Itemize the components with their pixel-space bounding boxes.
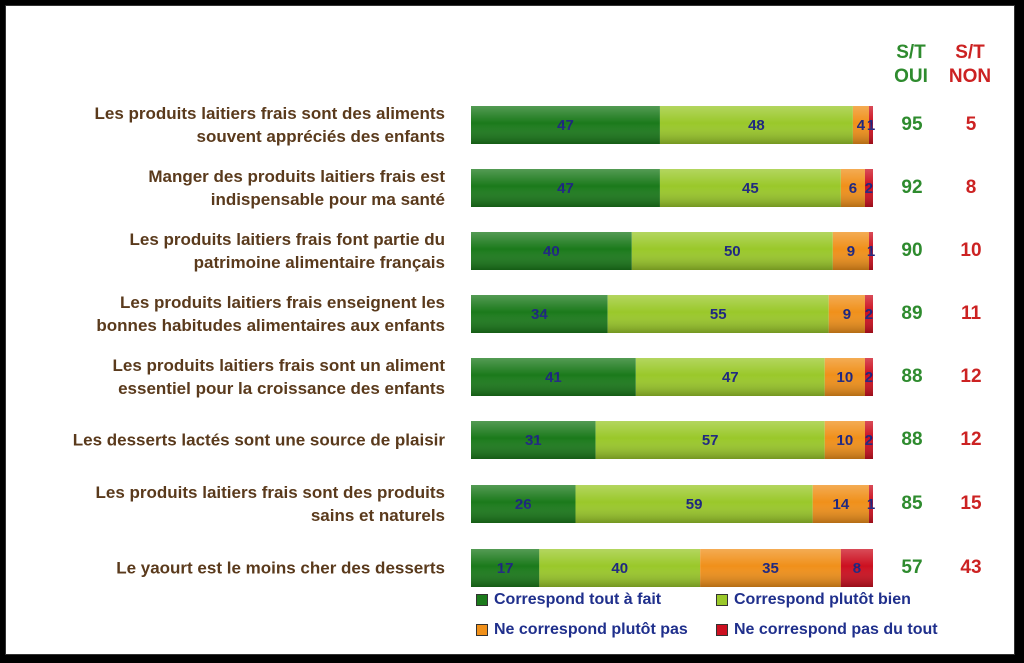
category-label-line: Les produits laitiers frais enseignent l…	[120, 293, 445, 312]
category-label: Les desserts lactés sont une source de p…	[0, 429, 445, 452]
st-oui-value: 92	[901, 177, 923, 198]
st-non-value: 12	[960, 429, 982, 450]
st-non-value: 12	[960, 366, 982, 387]
category-label: Manger des produits laitiers frais est in…	[0, 165, 445, 211]
stacked-bar-chart: 4748414745624050913455924147102315710226…	[471, 106, 875, 587]
category-label: Le yaourt est le moins cher des desserts	[0, 557, 445, 580]
st-oui-value: 95	[901, 114, 923, 135]
category-label: Les produits laitiers frais font partie …	[0, 228, 446, 274]
st-non-value: 8	[965, 177, 977, 198]
bar-shading	[471, 106, 873, 144]
category-label-line: Les desserts lactés sont une source de p…	[72, 430, 445, 450]
bar-shading	[471, 358, 873, 396]
legend: Correspond tout à fait Correspond plutôt …	[476, 591, 956, 651]
st-oui-header: S/T OUI	[894, 42, 928, 87]
st-oui-value: 90	[901, 240, 923, 261]
category-label-line: sains et naturels	[310, 506, 445, 525]
st-non-value: 11	[960, 303, 982, 324]
category-label-line: Le yaourt est le moins cher des desserts	[116, 558, 445, 578]
category-label-line: Les produits laitiers frais font partie …	[129, 230, 446, 249]
st-oui-value: 85	[901, 493, 923, 514]
category-label: Les produits laitiers frais enseignent l…	[0, 291, 445, 337]
legend-item-pas-du-tout: Ne correspond pas du tout	[716, 621, 938, 639]
chart-frame: S/T OUI S/T NON Les produits laitiers frai…	[5, 5, 1015, 655]
category-label-line: essentiel pour la croissance des enfants	[118, 379, 445, 398]
category-label-line: souvent appréciés des enfants	[196, 127, 445, 146]
st-oui-value: 89	[901, 303, 923, 324]
legend-swatch	[476, 624, 488, 636]
st-oui-value: 57	[901, 557, 923, 578]
st-non-value: 5	[965, 114, 977, 135]
legend-swatch	[716, 594, 728, 606]
category-label-line: Manger des produits laitiers frais est	[148, 167, 445, 186]
category-label: Les produits laitiers frais sont des ali…	[0, 102, 446, 148]
bar-shading	[471, 549, 873, 587]
st-oui-value: 88	[901, 429, 923, 450]
bar-shading	[471, 232, 873, 270]
category-label: Les produits laitiers frais sont des pro…	[0, 481, 445, 527]
category-label-line: Les produits laitiers frais sont un alim…	[112, 356, 445, 375]
category-label: Les produits laitiers frais sont un alim…	[0, 354, 445, 400]
legend-item-plutot-pas: Ne correspond plutôt pas	[476, 621, 688, 639]
category-label-line: bonnes habitudes alimentaires aux enfant…	[96, 316, 445, 335]
category-label-line: indispensable pour ma santé	[210, 190, 445, 209]
st-non-value: 43	[960, 557, 982, 578]
legend-swatch	[476, 594, 488, 606]
st-non-header: S/T NON	[948, 42, 992, 87]
legend-label: Correspond plutôt bien	[734, 591, 911, 608]
category-label-line: Les produits laitiers frais sont des pro…	[95, 483, 445, 502]
st-non-value: 15	[960, 493, 982, 514]
bar-shading	[471, 169, 873, 207]
legend-item-plutot-bien: Correspond plutôt bien	[716, 591, 911, 609]
bar-shading	[471, 295, 873, 333]
legend-swatch	[716, 624, 728, 636]
bar-shading	[471, 485, 873, 523]
legend-label: Ne correspond plutôt pas	[494, 621, 688, 638]
legend-label: Correspond tout à fait	[494, 591, 662, 608]
st-non-value: 10	[960, 240, 982, 261]
bar-shading	[471, 421, 873, 459]
legend-label: Ne correspond pas du tout	[734, 621, 938, 638]
legend-item-tout-a-fait: Correspond tout à fait	[476, 591, 661, 609]
st-oui-value: 88	[901, 366, 923, 387]
category-label-line: patrimoine alimentaire français	[193, 253, 445, 272]
category-label-line: Les produits laitiers frais sont des ali…	[94, 104, 446, 123]
